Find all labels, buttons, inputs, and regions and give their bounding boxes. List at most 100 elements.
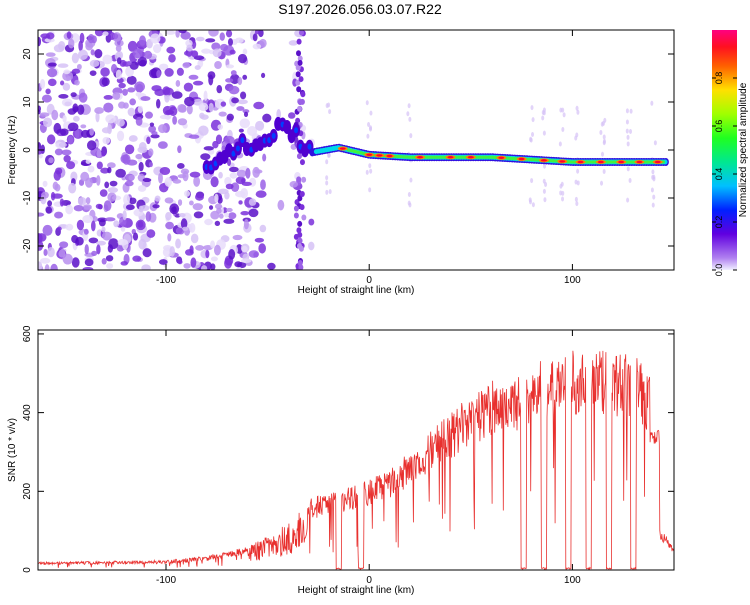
noise-blob [293,212,299,219]
noise-blob [218,171,223,179]
noise-blob [232,234,243,241]
noise-blob [132,232,139,241]
noise-blob [158,172,163,184]
colorbar-gradient [712,30,737,270]
noise-blob [407,191,411,197]
noise-blob [369,168,373,174]
noise-blob [125,204,135,211]
noise-blob [82,214,94,224]
ridge-mark [645,160,650,164]
noise-blob [191,50,199,58]
noise-blob [574,135,578,141]
noise-blob [84,258,94,267]
noise-blob [169,203,180,215]
noise-blob [107,192,117,202]
noise-blob [558,141,562,147]
noise-blob [203,90,208,101]
ridge-hotspot [577,160,584,164]
noise-blob [51,193,63,199]
noise-blob [297,59,303,66]
noise-blob [189,171,201,178]
noise-blob [368,163,372,169]
noise-blob [224,191,230,200]
noise-blob [252,166,260,178]
noise-blob [602,138,606,144]
noise-blob [38,261,43,270]
noise-blob [542,130,546,136]
ridge-mark [283,120,292,135]
ridge-hotspot [417,156,424,159]
noise-blob [214,220,221,226]
noise-blob [177,199,183,206]
noise-blob [165,212,172,221]
noise-blob [120,261,128,266]
noise-blob [200,114,209,120]
noise-blob [229,172,238,179]
noise-blob [208,205,214,210]
noise-blob [559,190,563,196]
noise-blob [216,207,222,214]
noise-blob [236,169,247,178]
noise-blob [366,133,370,139]
noise-blob [84,244,89,255]
ridge-mark [428,155,434,159]
noise-blob [218,213,224,219]
noise-blob [238,200,243,205]
snr-background [38,330,674,570]
noise-blob [171,91,183,99]
noise-blob [77,196,87,206]
noise-blob [159,166,171,176]
noise-blob [235,190,246,198]
noise-blob [178,104,187,113]
noise-blob [138,161,144,172]
noise-blob [237,99,248,105]
spectrogram-y-label: Frequency (Hz) [7,116,18,185]
noise-blob [289,181,299,188]
noise-blob [152,204,160,209]
noise-blob [116,57,122,65]
noise-blob [625,119,629,125]
noise-blob [87,165,95,173]
colorbar-tick-label: 0.4 [714,168,724,181]
noise-blob [168,54,176,63]
noise-blob [229,49,236,55]
noise-blob [528,199,532,205]
noise-blob [172,179,182,184]
noise-blob [198,102,209,112]
x-tick-label: 100 [564,575,581,586]
noise-blob [176,67,184,76]
noise-blob [115,44,122,52]
noise-blob [89,59,100,68]
noise-blob [54,211,64,219]
noise-blob [175,227,183,235]
noise-blob [47,246,55,258]
noise-blob [225,183,234,190]
spectrogram-x-ticks: -100 0 100 [156,30,581,286]
x-tick-label: -100 [156,275,176,286]
noise-blob [651,169,655,175]
noise-blob [576,168,580,174]
noise-blob [62,115,67,123]
noise-blob [90,49,95,56]
noise-blob [259,224,267,233]
noise-blob [215,134,223,145]
noise-blob [137,221,144,228]
noise-blob [212,48,222,58]
noise-blob [47,200,53,207]
noise-blob [189,200,194,206]
noise-blob [132,48,143,59]
noise-blob [39,257,51,264]
noise-blob [62,253,73,265]
noise-blob [219,32,225,41]
noise-blob [188,74,199,80]
noise-blob [102,54,113,65]
noise-blob [165,30,176,35]
noise-blob [178,30,187,34]
noise-blob [325,180,329,186]
noise-blob [68,182,77,194]
noise-blob [562,112,566,118]
noise-blob [145,211,152,222]
ridge-mark [456,155,461,159]
noise-blob [203,146,214,151]
